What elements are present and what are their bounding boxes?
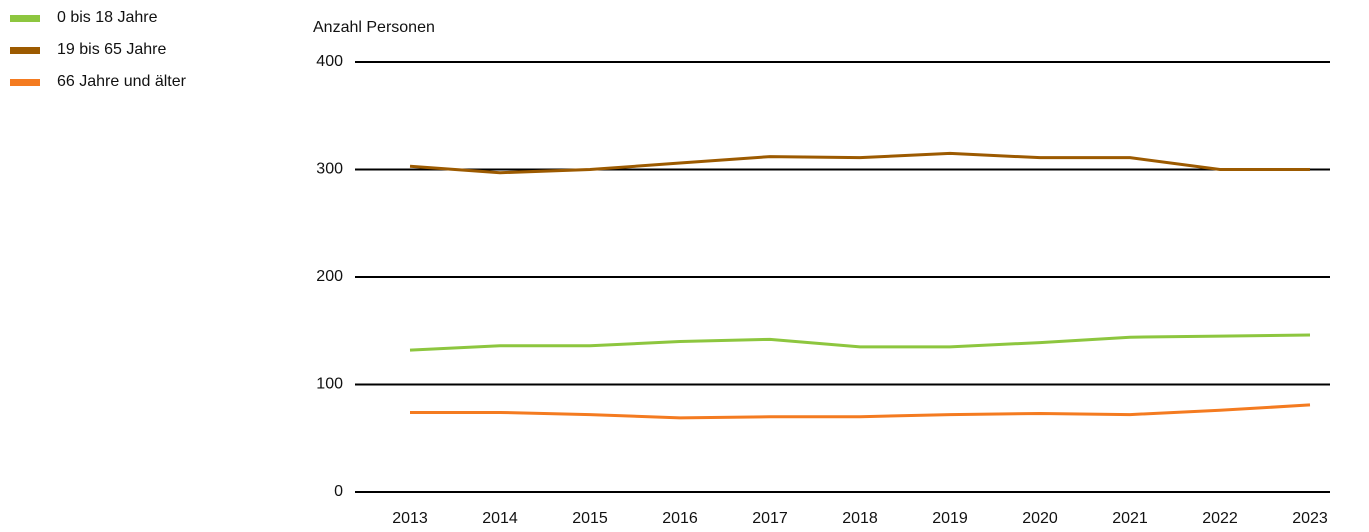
y-tick-label: 200 bbox=[316, 268, 343, 285]
x-tick-label: 2021 bbox=[1112, 510, 1148, 527]
series-line bbox=[409, 333, 1311, 352]
x-tick-label: 2016 bbox=[662, 510, 698, 527]
x-tick-label: 2020 bbox=[1022, 510, 1058, 527]
x-tick-label: 2023 bbox=[1292, 510, 1328, 527]
series-line bbox=[410, 403, 1311, 420]
x-tick-label: 2014 bbox=[482, 510, 518, 527]
axis-title: Anzahl Personen bbox=[313, 19, 435, 36]
y-tick-label: 0 bbox=[334, 483, 343, 500]
y-tick-label: 400 bbox=[316, 53, 343, 70]
legend-swatch bbox=[10, 79, 40, 86]
x-tick-label: 2022 bbox=[1202, 510, 1238, 527]
legend-label: 19 bis 65 Jahre bbox=[57, 41, 167, 58]
x-tick-label: 2019 bbox=[932, 510, 968, 527]
x-tick-label: 2018 bbox=[842, 510, 878, 527]
x-tick-label: 2017 bbox=[752, 510, 788, 527]
series-line bbox=[409, 151, 1310, 175]
x-tick-label: 2015 bbox=[572, 510, 608, 527]
legend-swatch bbox=[10, 47, 40, 54]
legend-label: 66 Jahre und älter bbox=[57, 73, 187, 90]
y-tick-label: 100 bbox=[316, 376, 343, 393]
y-tick-label: 300 bbox=[316, 161, 343, 178]
legend-label: 0 bis 18 Jahre bbox=[57, 9, 158, 26]
legend-swatch bbox=[10, 15, 40, 22]
x-tick-label: 2013 bbox=[392, 510, 428, 527]
